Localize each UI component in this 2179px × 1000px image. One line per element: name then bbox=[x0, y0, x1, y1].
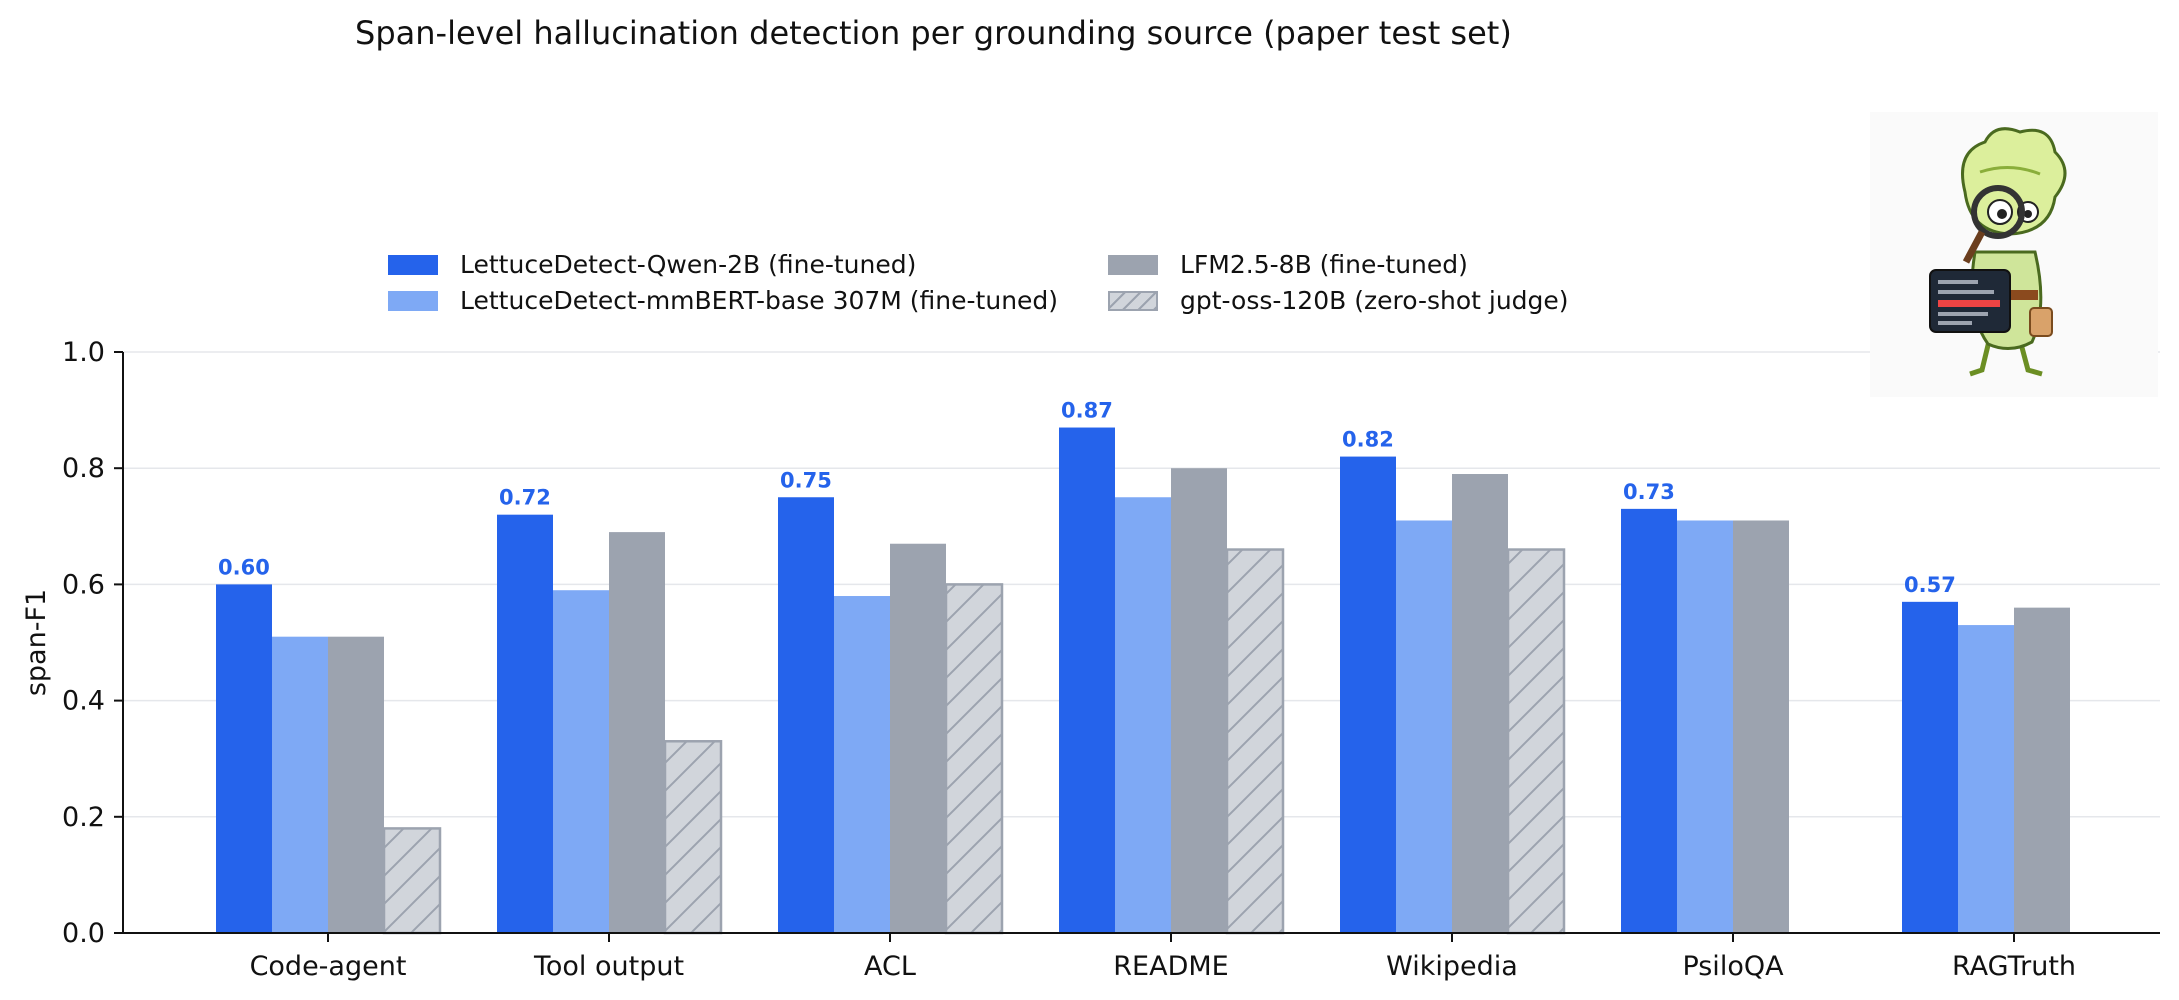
bar-4-tool-output bbox=[663, 740, 723, 935]
legend-item-1: LettuceDetect-Qwen-2B (fine-tuned) bbox=[388, 250, 916, 279]
bar-3-wikipedia bbox=[1452, 474, 1508, 933]
bar-1-psiloqa bbox=[1621, 508, 1677, 933]
legend-swatch-4 bbox=[1108, 290, 1158, 311]
data-label: 0.57 bbox=[1904, 573, 1956, 597]
chart-legend: LettuceDetect-Qwen-2B (fine-tuned) Lettu… bbox=[388, 250, 1668, 330]
bar-4-wikipedia bbox=[1506, 548, 1566, 935]
bar-2-readme bbox=[1115, 497, 1171, 933]
bar-1-code-agent bbox=[216, 584, 272, 933]
legend-label-1: LettuceDetect-Qwen-2B (fine-tuned) bbox=[460, 250, 917, 279]
data-label: 0.72 bbox=[499, 486, 551, 510]
bar-1-acl bbox=[778, 497, 834, 933]
y-tick-label: 0.4 bbox=[62, 686, 105, 717]
x-tick-label: Code-agent bbox=[250, 951, 407, 982]
bar-4-code-agent bbox=[382, 827, 442, 935]
bar-1-tool-output bbox=[497, 514, 553, 933]
y-tick-label: 0.0 bbox=[62, 918, 105, 949]
bar-4-readme bbox=[1225, 548, 1285, 935]
y-axis-label: span-F1 bbox=[21, 589, 52, 696]
legend-swatch-2 bbox=[388, 290, 438, 311]
legend-item-2: LettuceDetect-mmBERT-base 307M (fine-tun… bbox=[388, 286, 1058, 315]
legend-label-2: LettuceDetect-mmBERT-base 307M (fine-tun… bbox=[460, 286, 1059, 315]
legend-item-3: LFM2.5-8B (fine-tuned) bbox=[1108, 250, 1468, 279]
bar-2-wikipedia bbox=[1396, 520, 1452, 933]
bar-2-acl bbox=[834, 596, 890, 933]
bar-1-readme bbox=[1059, 427, 1115, 933]
data-label: 0.87 bbox=[1061, 399, 1113, 423]
x-tick-label: ACL bbox=[864, 951, 916, 982]
y-tick-label: 1.0 bbox=[62, 337, 105, 368]
bar-3-psiloqa bbox=[1733, 520, 1789, 933]
legend-swatch-3 bbox=[1108, 254, 1158, 275]
y-tick-label: 0.6 bbox=[62, 569, 105, 600]
bar-3-tool-output bbox=[609, 532, 665, 933]
y-tick-label: 0.8 bbox=[62, 453, 105, 484]
bar-3-ragtruth bbox=[2014, 607, 2070, 933]
bar-1-ragtruth bbox=[1902, 601, 1958, 933]
x-tick-label: Tool output bbox=[533, 951, 684, 982]
data-label: 0.82 bbox=[1342, 428, 1394, 452]
data-label: 0.73 bbox=[1623, 480, 1675, 504]
bar-2-tool-output bbox=[553, 590, 609, 933]
x-tick-label: Wikipedia bbox=[1386, 951, 1518, 982]
x-tick-label: PsiloQA bbox=[1682, 951, 1784, 982]
bar-3-acl bbox=[890, 543, 946, 933]
bar-1-wikipedia bbox=[1340, 456, 1396, 933]
data-label: 0.75 bbox=[780, 468, 832, 492]
bar-2-psiloqa bbox=[1677, 520, 1733, 933]
bar-3-code-agent bbox=[328, 636, 384, 933]
bar-4-acl bbox=[944, 583, 1004, 935]
legend-label-3: LFM2.5-8B (fine-tuned) bbox=[1180, 250, 1468, 279]
x-tick-label: RAGTruth bbox=[1952, 951, 2076, 982]
y-tick-label: 0.2 bbox=[62, 802, 105, 833]
legend-label-4: gpt-oss-120B (zero-shot judge) bbox=[1180, 286, 1569, 315]
legend-item-4: gpt-oss-120B (zero-shot judge) bbox=[1108, 286, 1569, 315]
data-label: 0.60 bbox=[218, 555, 270, 579]
bar-2-ragtruth bbox=[1958, 625, 2014, 933]
lettuce-detective-mascot-icon bbox=[1870, 112, 2158, 397]
chart-title: Span-level hallucination detection per g… bbox=[355, 14, 1512, 52]
bar-3-readme bbox=[1171, 468, 1227, 933]
legend-swatch-1 bbox=[388, 254, 438, 275]
bar-2-code-agent bbox=[272, 636, 328, 933]
x-tick-label: README bbox=[1113, 951, 1228, 982]
